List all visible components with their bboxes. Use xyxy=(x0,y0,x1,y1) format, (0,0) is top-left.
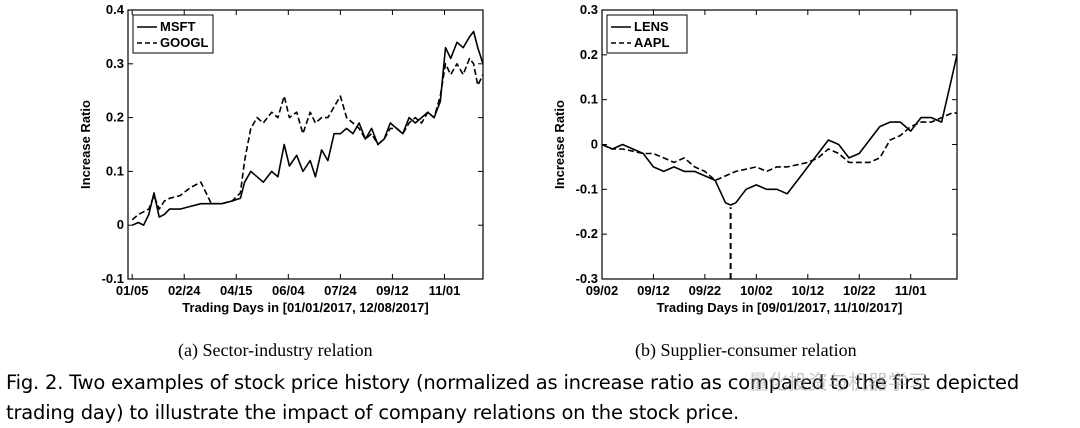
series-line-lens xyxy=(602,54,957,206)
y-tick-label: 0 xyxy=(117,217,124,232)
series-line-aapl xyxy=(602,112,957,182)
y-tick-label: -0.1 xyxy=(576,181,598,196)
x-tick-label: 10/12 xyxy=(792,283,825,298)
x-tick-label: 09/12 xyxy=(376,283,409,298)
x-tick-label: 11/01 xyxy=(429,283,461,298)
subcaption-b: (b) Supplier-consumer relation xyxy=(635,340,857,360)
x-axis-label: Trading Days in [09/01/2017, 11/10/2017] xyxy=(657,300,903,315)
series-line-googl xyxy=(131,57,483,221)
legend-box xyxy=(132,14,214,54)
x-tick-label: 07/24 xyxy=(324,283,357,298)
x-tick-label: 04/15 xyxy=(220,283,253,298)
y-tick-label: 0.4 xyxy=(106,2,125,17)
y-tick-label: 0.3 xyxy=(580,2,598,17)
subcaption-a: (a) Sector-industry relation xyxy=(178,340,373,360)
y-tick-label: 0 xyxy=(591,137,598,152)
y-tick-label: 0.1 xyxy=(106,163,124,178)
x-tick-label: 11/01 xyxy=(895,283,927,298)
figure-caption: Fig. 2. Two examples of stock price hist… xyxy=(6,371,1020,424)
legend-label-msft: MSFT xyxy=(160,19,195,34)
y-tick-label: 0.3 xyxy=(106,56,124,71)
series-line-msft xyxy=(131,30,483,226)
chart-panel-a: -0.1 0 0.1 0.2 0.3 0.4 01/05 02/24 04/15 06/04 07/… xyxy=(78,2,484,315)
legend-label-googl: GOOGL xyxy=(160,35,208,50)
x-tick-label: 09/02 xyxy=(586,283,619,298)
y-tick-label: 0.1 xyxy=(580,92,598,107)
x-tick-label: 02/24 xyxy=(168,283,201,298)
legend-box xyxy=(606,14,688,54)
y-tick-label: 0.2 xyxy=(106,110,124,125)
x-tick-label: 10/02 xyxy=(740,283,773,298)
chart-panel-b: -0.3 -0.2 -0.1 0 0.1 0.2 0.3 09/02 09/12 09/22 10/… xyxy=(552,2,958,315)
x-tick-label: 09/22 xyxy=(689,283,722,298)
legend-label-aapl: AAPL xyxy=(634,35,669,50)
watermark: 量化投资与机器学习 xyxy=(748,370,928,394)
x-tick-label: 06/04 xyxy=(272,283,305,298)
legend-label-lens: LENS xyxy=(634,19,669,34)
y-tick-label: -0.1 xyxy=(102,271,124,286)
y-tick-label: -0.2 xyxy=(576,226,598,241)
x-tick-label: 09/12 xyxy=(637,283,670,298)
x-axis-label: Trading Days in [01/01/2017, 12/08/2017] xyxy=(182,300,428,315)
y-axis-label: Increase Ratio xyxy=(552,100,567,189)
y-tick-label: 0.2 xyxy=(580,47,598,62)
y-axis-label: Increase Ratio xyxy=(78,100,93,189)
y-tick-label: -0.3 xyxy=(576,271,598,286)
plot-frame-a xyxy=(127,9,484,280)
x-tick-label: 10/22 xyxy=(843,283,876,298)
x-tick-label: 01/05 xyxy=(116,283,149,298)
